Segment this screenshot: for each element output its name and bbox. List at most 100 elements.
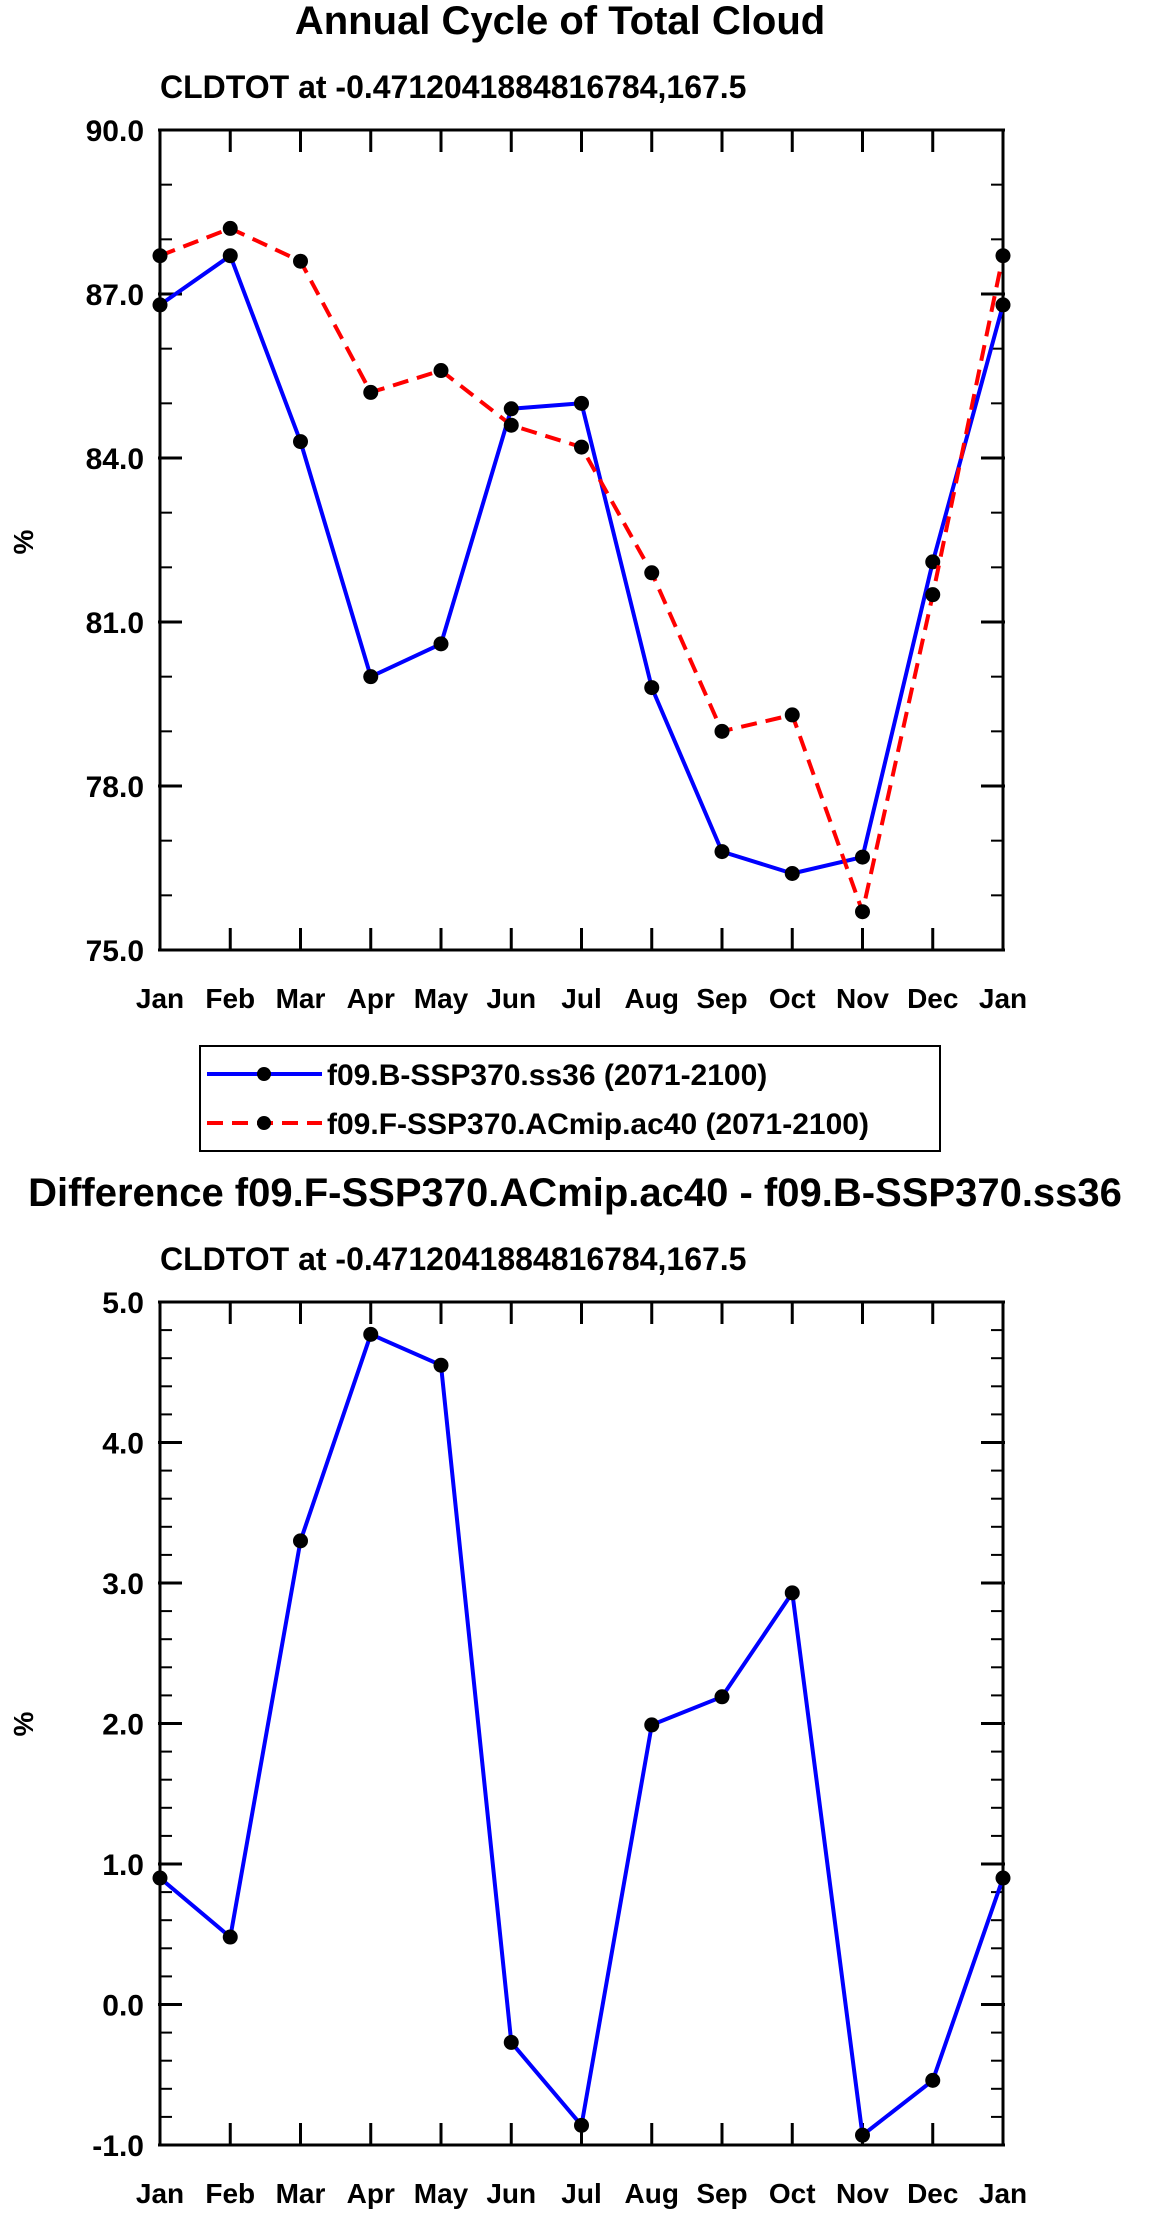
legend-box xyxy=(199,1045,941,1152)
data-point-series-1 xyxy=(503,2034,519,2050)
data-point-series-1 xyxy=(714,1689,730,1705)
data-point-series-1 xyxy=(855,849,870,865)
y-axis-label: % xyxy=(8,529,39,554)
x-tick-label: Apr xyxy=(347,2178,395,2209)
x-tick-label: Oct xyxy=(769,2178,816,2209)
x-tick-label: Jan xyxy=(136,983,184,1014)
series-line-1 xyxy=(158,253,1005,876)
data-point-series-1 xyxy=(644,1717,660,1733)
y-tick-label: 87.0 xyxy=(86,279,144,312)
data-point-series-1 xyxy=(222,1929,238,1945)
x-axis: Jan Feb Mar Apr May Jun Jul Aug Sep Oct Nov Dec Jan xyxy=(136,130,1027,1014)
series-line-2 xyxy=(159,226,1005,914)
legend-label-series-2: f09.F-SSP370.ACmip.ac40 (2071-2100) xyxy=(327,1108,869,1141)
y-tick-label: 81.0 xyxy=(86,607,144,640)
x-tick-label: Dec xyxy=(907,2178,958,2209)
data-point-series-1 xyxy=(925,554,941,570)
data-point-series-1 xyxy=(995,297,1011,313)
series-group xyxy=(152,220,1011,920)
y-tick-label: 1.0 xyxy=(102,1849,144,1882)
data-point-series-1 xyxy=(152,1870,168,1886)
data-point-series-1 xyxy=(433,636,449,652)
y-tick-label: 3.0 xyxy=(102,1568,144,1601)
chart-title: Difference f09.F-SSP370.ACmip.ac40 - f09… xyxy=(28,1171,1122,1215)
y-tick-label: 5.0 xyxy=(102,1287,144,1320)
annual-cycle-chart: Annual Cycle of Total Cloud CLDTOT at -0… xyxy=(8,0,1027,1152)
data-point-series-1 xyxy=(363,1326,379,1342)
y-tick-label: 84.0 xyxy=(86,443,144,476)
chart-subtitle: CLDTOT at -0.4712041884816784,167.5 xyxy=(160,69,746,105)
data-point-series-2 xyxy=(784,707,800,723)
y-axis: 75.0 78.0 81.0 84.0 87.0 90.0 xyxy=(86,115,1005,968)
data-point-series-1 xyxy=(574,395,589,411)
x-tick-label: Mar xyxy=(276,2178,326,2209)
data-point-series-1 xyxy=(784,1585,800,1601)
data-point-series-1 xyxy=(293,1533,308,1549)
x-tick-label: Apr xyxy=(347,983,395,1014)
data-point-series-1 xyxy=(363,669,379,685)
legend-label-series-1: f09.B-SSP370.ss36 (2071-2100) xyxy=(327,1059,767,1092)
x-tick-label: Feb xyxy=(205,2178,255,2209)
x-tick-label: Sep xyxy=(696,983,747,1014)
data-point-series-2 xyxy=(152,248,168,264)
series-line-1 xyxy=(158,1332,1005,2138)
legend-marker-series-1 xyxy=(257,1067,271,1081)
data-point-series-1 xyxy=(714,844,730,860)
y-axis-label: % xyxy=(8,1711,39,1736)
data-point-series-1 xyxy=(855,2127,870,2143)
data-point-series-1 xyxy=(293,434,308,450)
chart-subtitle: CLDTOT at -0.4712041884816784,167.5 xyxy=(160,1241,746,1277)
data-point-series-1 xyxy=(152,297,168,313)
x-tick-label: Mar xyxy=(276,983,326,1014)
x-tick-label: Nov xyxy=(836,2178,889,2209)
x-tick-label: Jun xyxy=(486,2178,536,2209)
y-tick-label: -1.0 xyxy=(92,2130,144,2163)
chart-title: Annual Cycle of Total Cloud xyxy=(295,0,825,43)
data-point-series-1 xyxy=(784,865,800,881)
data-point-series-1 xyxy=(644,680,660,696)
plot-frame xyxy=(158,1300,1005,2147)
data-point-series-2 xyxy=(363,384,379,400)
y-tick-label: 0.0 xyxy=(102,1990,144,2023)
data-point-series-2 xyxy=(925,587,941,603)
data-point-series-2 xyxy=(714,723,730,739)
data-point-series-2 xyxy=(433,363,449,379)
x-tick-label: Nov xyxy=(836,983,889,1014)
x-tick-label: Oct xyxy=(769,983,816,1014)
data-point-series-1 xyxy=(925,2072,941,2088)
data-point-series-2 xyxy=(574,439,589,455)
data-point-series-1 xyxy=(503,401,519,417)
y-tick-label: 2.0 xyxy=(102,1709,144,1742)
data-point-series-1 xyxy=(995,1870,1011,1886)
x-tick-label: Feb xyxy=(205,983,255,1014)
x-axis: Jan Feb Mar Apr May Jun Jul Aug Sep Oct Nov Dec Jan xyxy=(136,1302,1027,2209)
legend: f09.B-SSP370.ss36 (2071-2100) f09.F-SSP3… xyxy=(199,1045,941,1152)
x-tick-label: Sep xyxy=(696,2178,747,2209)
data-point-series-2 xyxy=(503,417,519,433)
data-point-series-1 xyxy=(574,2117,589,2133)
data-point-series-1 xyxy=(222,248,238,264)
x-tick-label: Jan xyxy=(979,2178,1027,2209)
x-tick-label: May xyxy=(414,2178,469,2209)
y-axis: -1.0 0.0 1.0 2.0 3.0 4.0 5.0 xyxy=(92,1287,1005,2163)
x-tick-label: Jan xyxy=(136,2178,184,2209)
x-tick-label: Aug xyxy=(625,2178,679,2209)
legend-marker-series-2 xyxy=(257,1116,271,1130)
data-point-series-2 xyxy=(644,565,660,581)
x-tick-label: Aug xyxy=(625,983,679,1014)
x-tick-label: Jun xyxy=(486,983,536,1014)
data-point-series-2 xyxy=(855,904,870,920)
data-point-series-2 xyxy=(222,220,238,236)
series-group xyxy=(152,1326,1011,2143)
y-tick-label: 78.0 xyxy=(86,771,144,804)
x-tick-label: Jul xyxy=(561,2178,601,2209)
difference-chart: Difference f09.F-SSP370.ACmip.ac40 - f09… xyxy=(8,1171,1122,2209)
y-tick-label: 4.0 xyxy=(102,1428,144,1461)
y-tick-label: 90.0 xyxy=(86,115,144,148)
x-tick-label: Dec xyxy=(907,983,958,1014)
x-tick-label: May xyxy=(414,983,469,1014)
data-point-series-1 xyxy=(433,1357,449,1373)
x-tick-label: Jan xyxy=(979,983,1027,1014)
data-point-series-2 xyxy=(995,248,1011,264)
